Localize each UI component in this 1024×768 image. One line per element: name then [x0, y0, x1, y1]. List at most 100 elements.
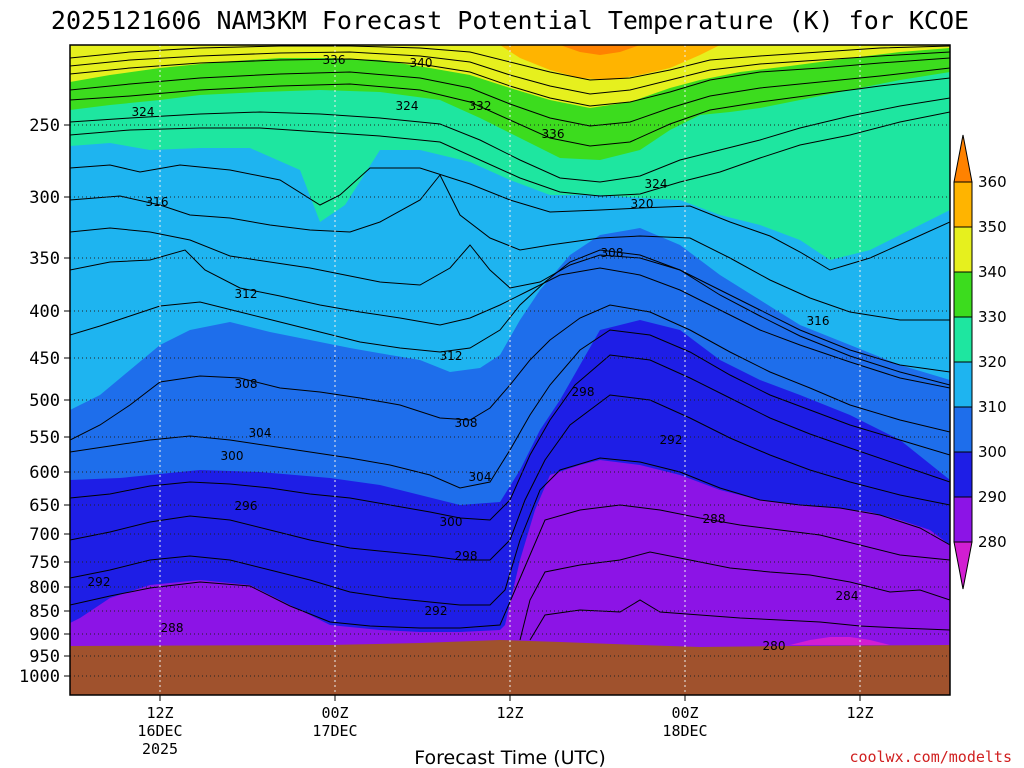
colorbar-segment: [953, 226, 973, 273]
y-tick-label: 450: [29, 349, 60, 369]
contour-line: [70, 304, 950, 441]
y-tick-label: 650: [29, 496, 60, 516]
y-tick-label: 950: [29, 647, 60, 667]
contour-label: 292: [88, 575, 111, 589]
contour-label: 298: [572, 385, 595, 399]
contour-line: [70, 111, 950, 197]
x-tick-label: 00Z: [671, 704, 698, 722]
x-tick-label: 12Z: [146, 704, 173, 722]
contour-label: 308: [235, 377, 258, 391]
contour-label: 308: [601, 246, 624, 260]
contour-labels: 336 340 324 324 332 336 324 320 316 308 …: [88, 53, 859, 653]
colorbar-tick-label: 320: [978, 353, 1007, 371]
plot-area: 336 340 324 324 332 336 324 320 316 308 …: [70, 45, 950, 695]
y-tick-label: 500: [29, 391, 60, 411]
colorbar-tick-label: 360: [978, 173, 1007, 191]
y-tick-label: 700: [29, 525, 60, 545]
y-tick-label: 550: [29, 428, 60, 448]
x-tick-label: 2025: [142, 740, 178, 758]
chart-title: 2025121606 NAM3KM Forecast Potential Tem…: [51, 6, 969, 35]
band-350-360: [500, 45, 720, 80]
contour-line: [70, 45, 950, 81]
colorbar-tick-label: 340: [978, 263, 1007, 281]
contour-label: 300: [440, 515, 463, 529]
contour-label: 296: [235, 499, 258, 513]
y-tick-label: 300: [29, 188, 60, 208]
band-280-290: [70, 460, 950, 695]
contour-label: 298: [455, 549, 478, 563]
x-tick-label: 12Z: [846, 704, 873, 722]
credit-text: coolwx.com/modelts: [849, 748, 1012, 766]
contour-label: 312: [440, 349, 463, 363]
x-tick-label: 17DEC: [312, 722, 357, 740]
y-tick-label: 600: [29, 463, 60, 483]
contour-label: 320: [631, 197, 654, 211]
contour-label: 304: [469, 470, 492, 484]
contour-label: 316: [146, 195, 169, 209]
y-tick-label: 250: [29, 116, 60, 136]
band-360-plus: [560, 45, 640, 55]
colorbar-tick-label: 350: [978, 218, 1007, 236]
band-below-280: [790, 637, 890, 645]
colorbar-tick-label: 290: [978, 488, 1007, 506]
contour-label: 308: [455, 416, 478, 430]
contour-label: 304: [249, 426, 272, 440]
contour-label: 324: [396, 99, 419, 113]
colorbar-top-arrow: [953, 134, 973, 183]
contour-line: [70, 249, 950, 389]
y-tick-label: 750: [29, 553, 60, 573]
contour-label: 340: [410, 56, 433, 70]
contour-line: [70, 67, 950, 127]
contour-line: [70, 227, 950, 373]
colorbar-segment: [953, 181, 973, 228]
y-tick-label: 900: [29, 625, 60, 645]
x-tick-label: 12Z: [496, 704, 523, 722]
ground: [70, 640, 950, 695]
contour-lines: [70, 45, 950, 641]
contour-label: 324: [645, 177, 668, 191]
colorbar: 360 350 340 330 320 310 300 290 280: [953, 134, 1007, 590]
colorbar-segment: [953, 316, 973, 363]
colorbar-segment: [953, 406, 973, 453]
contour-label: 332: [469, 99, 492, 113]
contour-line: [70, 97, 950, 183]
x-tick-label: 18DEC: [662, 722, 707, 740]
contour-line: [70, 77, 950, 147]
y-tick-label: 350: [29, 249, 60, 269]
y-tick-label: 400: [29, 302, 60, 322]
contour-label: 336: [323, 53, 346, 67]
x-tick-label: 16DEC: [137, 722, 182, 740]
contour-label: 284: [836, 589, 859, 603]
x-tick-label: 00Z: [321, 704, 348, 722]
contour-line: [70, 57, 950, 107]
colorbar-tick-label: 300: [978, 443, 1007, 461]
y-tick-label: 800: [29, 578, 60, 598]
colorbar-segment: [953, 451, 973, 498]
colorbar-bottom-arrow: [953, 541, 973, 590]
contour-label: 316: [807, 314, 830, 328]
colorbar-tick-label: 310: [978, 398, 1007, 416]
contour-label: 312: [235, 287, 258, 301]
contour-label: 288: [161, 621, 184, 635]
y-tick-label: 850: [29, 602, 60, 622]
contour-label: 324: [132, 105, 155, 119]
colorbar-segment: [953, 361, 973, 408]
colorbar-tick-label: 330: [978, 308, 1007, 326]
contour-line: [519, 551, 950, 641]
contour-label: 292: [425, 604, 448, 618]
contour-label: 288: [703, 512, 726, 526]
contour-label: 292: [660, 433, 683, 447]
contour-label: 336: [542, 127, 565, 141]
colorbar-segment: [953, 271, 973, 318]
contour-label: 300: [221, 449, 244, 463]
contour-line: [70, 51, 950, 95]
colorbar-tick-label: 280: [978, 533, 1007, 551]
colorbar-segment: [953, 496, 973, 543]
contour-label: 280: [763, 639, 786, 653]
x-axis-label: Forecast Time (UTC): [414, 747, 605, 768]
contour-line: [70, 174, 950, 321]
contour-line: [70, 249, 950, 386]
y-axis: 250 300 350 400 450 500 550 600 650 700 …: [19, 116, 70, 687]
time-gridlines: [159, 45, 861, 695]
